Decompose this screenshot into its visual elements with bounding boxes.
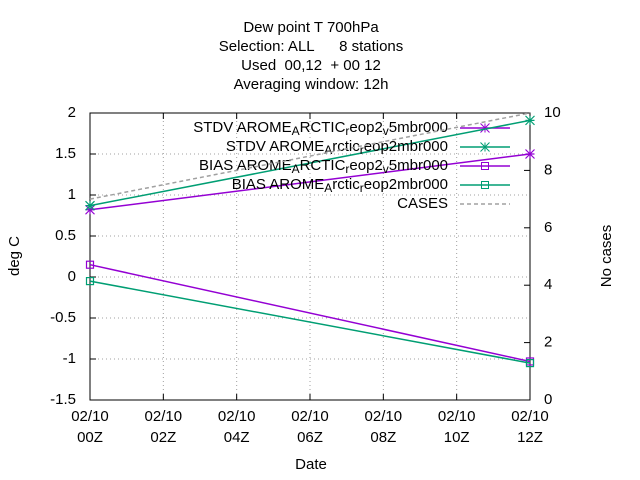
x-tick-label: 02/10 04Z xyxy=(218,408,256,446)
y-tick-label: 1.5 xyxy=(55,145,76,162)
legend-marker xyxy=(481,181,489,189)
y-tick-label: 2 xyxy=(68,104,76,121)
x-tick-label: 02/10 10Z xyxy=(438,408,476,446)
y2-tick-label: 2 xyxy=(544,334,552,351)
x-tick-label: 02/10 00Z xyxy=(71,408,109,446)
y2-tick-label: 6 xyxy=(544,219,552,236)
series-line xyxy=(89,153,531,211)
legend-label: STDV AROMEArcticreop2mbr000 xyxy=(226,138,448,157)
chart-title: Averaging window: 12h xyxy=(234,76,389,93)
y-tick-label: 0.5 xyxy=(55,227,76,244)
chart-title: Dew point T 700hPa xyxy=(243,19,379,36)
marker xyxy=(525,359,535,368)
x-tick-label: 02/10 06Z xyxy=(291,408,329,446)
y2-tick-label: 0 xyxy=(544,391,552,408)
series-line xyxy=(89,263,531,363)
legend-label: BIAS AROMEARCTICreop2v5mbr000 xyxy=(199,157,448,176)
marker xyxy=(85,200,95,211)
x-tick-label: 02/10 08Z xyxy=(365,408,403,446)
legend-marker xyxy=(480,142,490,152)
y2-tick-label: 4 xyxy=(544,276,552,293)
y-tick-label: -0.5 xyxy=(50,309,76,326)
y-tick-label: -1 xyxy=(63,350,76,367)
x-axis-label: Date xyxy=(295,456,327,473)
plot-frame xyxy=(89,112,531,401)
y2-tick-label: 10 xyxy=(544,104,561,121)
chart-title: Selection: ALL 8 stations xyxy=(219,38,404,55)
series-line xyxy=(89,112,531,200)
y-tick-label: -1.5 xyxy=(50,391,76,408)
series-line xyxy=(89,119,531,207)
series-line xyxy=(89,280,531,364)
x-tick-label: 02/10 02Z xyxy=(145,408,183,446)
marker xyxy=(525,115,535,126)
y2-tick-label: 8 xyxy=(544,161,552,178)
marker xyxy=(525,149,535,159)
x-tick-label: 02/10 12Z xyxy=(511,408,549,446)
legend-marker xyxy=(481,162,489,170)
marker xyxy=(85,260,95,269)
chart-title: Used 00,12 + 00 12 xyxy=(241,57,381,74)
y-tick-label: 1 xyxy=(68,186,76,203)
legend-marker xyxy=(480,123,490,133)
legend-label: STDV AROMEARCTICreop2v5mbr000 xyxy=(193,119,448,138)
y2-axis-label: No cases xyxy=(598,225,615,288)
y-tick-label: 0 xyxy=(68,268,76,285)
legend-label: CASES xyxy=(397,195,448,212)
legend-label: BIAS AROMEArcticreop2mbr000 xyxy=(232,176,448,195)
marker xyxy=(85,277,95,286)
y-axis-label: deg C xyxy=(6,236,23,276)
